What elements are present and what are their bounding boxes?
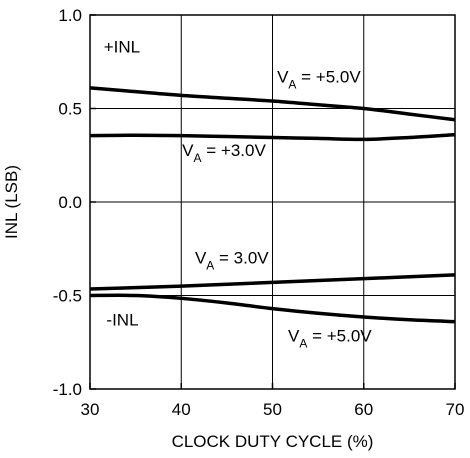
y-tick-label: 0.0 bbox=[58, 193, 82, 212]
series-line-4 bbox=[89, 293, 456, 324]
x-tick-label: 50 bbox=[263, 400, 282, 419]
series-line-1 bbox=[89, 86, 456, 122]
annotations: +INL VA = +5.0V VA = +3.0V VA = 3.0V -INL VA … bbox=[104, 37, 373, 350]
annotation-label: VA = +5.0V bbox=[277, 67, 361, 91]
x-tick-label: 30 bbox=[81, 400, 100, 419]
axis-ticks: 30 40 50 60 70 1.0 0.5 0.0 -0.5 -1.0 bbox=[53, 6, 465, 419]
x-tick-label: 40 bbox=[172, 400, 191, 419]
x-tick-label: 60 bbox=[354, 400, 373, 419]
y-axis-title: INL (LSB) bbox=[2, 165, 21, 239]
x-axis-title: CLOCK DUTY CYCLE (%) bbox=[172, 432, 374, 451]
y-tick-label: -1.0 bbox=[53, 380, 82, 399]
annotation-label: VA = 3.0V bbox=[195, 249, 269, 273]
annotation-label: +INL bbox=[104, 37, 140, 56]
annotation-label: VA = +3.0V bbox=[182, 141, 266, 165]
y-tick-label: 0.5 bbox=[58, 100, 82, 119]
y-tick-label: -0.5 bbox=[53, 287, 82, 306]
x-tick-label: 70 bbox=[446, 400, 465, 419]
grid-lines bbox=[90, 15, 455, 389]
data-series bbox=[89, 86, 456, 324]
annotation-label: -INL bbox=[106, 310, 138, 329]
series-line-2 bbox=[89, 132, 456, 142]
series-line-3 bbox=[89, 273, 456, 291]
annotation-label: VA = +5.0V bbox=[288, 326, 372, 350]
y-tick-label: 1.0 bbox=[58, 6, 82, 25]
